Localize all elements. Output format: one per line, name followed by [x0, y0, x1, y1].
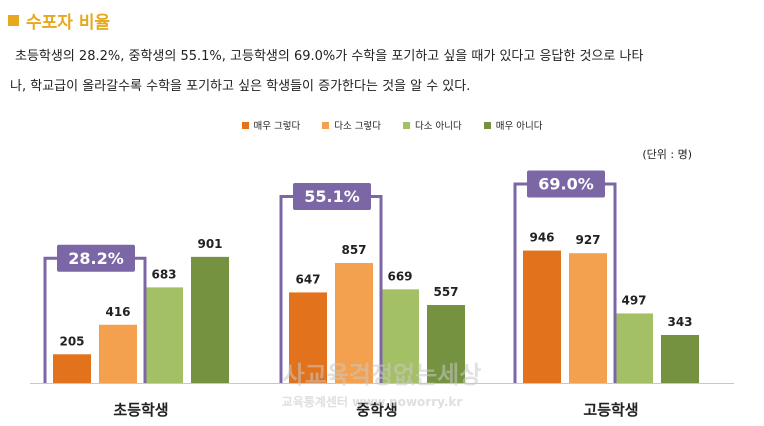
legend-swatch-2	[322, 121, 330, 129]
legend-item-2: 다소 그렇다	[322, 118, 381, 132]
bar-2-1	[289, 292, 327, 383]
bar-2-2	[335, 263, 373, 383]
bar-3-2	[569, 253, 607, 383]
category-label-3: 고등학생	[583, 401, 638, 419]
watermark-line-1: 사교육걱정없는세상	[283, 361, 482, 389]
legend-item-4: 매우 아니다	[483, 118, 543, 132]
description-line-2: 나, 학교급이 올라갈수록 수학을 포기하고 싶은 학생들이 증가한다는 것을 …	[10, 79, 471, 94]
legend-label-2: 다소 그렇다	[334, 121, 381, 132]
bar-3-1	[523, 250, 561, 383]
data-label-1-4: 901	[197, 237, 222, 251]
data-label-2-1: 647	[295, 272, 320, 286]
title-square-icon	[8, 15, 19, 26]
data-label-2-3: 669	[387, 269, 412, 283]
highlight-label-3: 69.0%	[538, 175, 594, 194]
highlight-badge-2	[293, 183, 371, 211]
data-label-1-3: 683	[151, 267, 176, 281]
category-label-1: 초등학생	[113, 401, 168, 419]
unit-label: (단위 : 명)	[642, 148, 692, 161]
bar-2-3	[381, 289, 419, 383]
highlight-label-1: 28.2%	[68, 249, 124, 268]
category-label-2: 중학생	[356, 401, 397, 419]
legend-label-3: 다소 아니다	[415, 121, 462, 132]
legend-swatch-4	[483, 121, 491, 129]
legend-item-3: 다소 아니다	[403, 118, 462, 132]
watermark-line-2: 교육통계센터 www.noworry.kr	[282, 394, 463, 409]
bar-3-4	[661, 334, 699, 383]
title-text: 수포자 비율	[26, 13, 111, 33]
legend-item-1: 매우 그렇다	[241, 118, 301, 132]
description: 초등학생의 28.2%, 중학생의 55.1%, 고등학생의 69.0%가 수학…	[10, 42, 754, 102]
data-label-2-4: 557	[433, 285, 458, 299]
bar-1-4	[191, 256, 229, 383]
legend-label-1: 매우 그렇다	[253, 121, 301, 132]
bar-1-1	[53, 354, 91, 383]
description-line-1: 초등학생의 28.2%, 중학생의 55.1%, 고등학생의 69.0%가 수학…	[15, 49, 644, 64]
data-label-1-2: 416	[105, 305, 130, 319]
bar-3-3	[615, 313, 653, 383]
data-label-2-2: 857	[341, 243, 366, 257]
data-label-3-1: 946	[529, 231, 554, 245]
legend: 매우 그렇다 다소 그렇다 다소 아니다 매우 아니다	[0, 118, 764, 132]
bar-1-2	[99, 324, 137, 383]
highlight-label-2: 55.1%	[304, 187, 360, 206]
data-label-3-4: 343	[667, 315, 692, 329]
legend-label-4: 매우 아니다	[495, 121, 543, 132]
chart-title: 수포자 비율	[8, 8, 110, 33]
data-label-1-1: 205	[59, 334, 84, 348]
data-label-3-2: 927	[575, 233, 600, 247]
bar-2-4	[427, 305, 465, 383]
highlight-badge-1	[57, 244, 135, 272]
bar-1-3	[145, 287, 183, 383]
highlight-badge-3	[527, 170, 605, 198]
legend-swatch-3	[403, 121, 410, 129]
legend-swatch-1	[241, 121, 249, 129]
data-label-3-3: 497	[621, 293, 646, 307]
